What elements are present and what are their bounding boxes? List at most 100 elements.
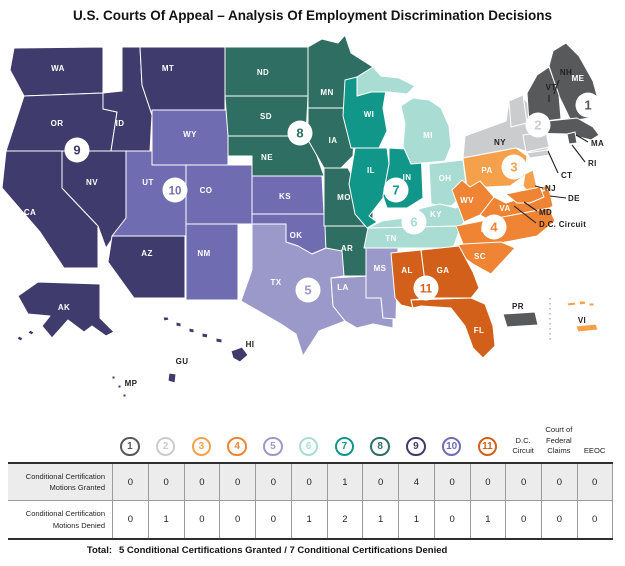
state-label-vi: VI [578, 316, 586, 325]
callout-line-d-c-circuit [513, 205, 537, 224]
state-label-ks: KS [279, 192, 291, 201]
cell-denied-col11: 1 [469, 501, 506, 538]
callout-label-vt: VT [546, 83, 557, 92]
cell-granted-col12: 0 [505, 464, 541, 501]
circuit-badge-number-5: 5 [304, 283, 311, 298]
column-header-3: 3 [184, 436, 220, 461]
state-label-wa: WA [51, 64, 65, 73]
state-pr [502, 311, 539, 328]
state-il [348, 147, 390, 229]
state-label-wv: WV [460, 196, 474, 205]
row-label-granted: Conditional Certification Motions Grante… [8, 464, 112, 501]
state-label-mi: MI [423, 131, 433, 140]
state-gu [167, 372, 177, 384]
cell-granted-col14: 0 [576, 464, 613, 501]
callout-line-nj [534, 185, 544, 189]
circuit-badge-3 [501, 154, 527, 180]
state-label-tx: TX [270, 278, 281, 287]
state-vi [566, 301, 577, 307]
circuit-badge-9 [64, 137, 90, 163]
circuit-header-circle-2: 2 [155, 436, 176, 456]
state-label-hi: HI [246, 340, 255, 349]
state-label-sd: SD [260, 112, 272, 121]
state-label-az: AZ [141, 249, 152, 258]
cell-denied-col6: 1 [290, 501, 327, 538]
cell-granted-col3: 0 [183, 464, 220, 501]
state-label-id: ID [116, 119, 125, 128]
state-label-il: IL [367, 166, 375, 175]
state-label-mo: MO [337, 193, 351, 202]
circuit-header-circle-4: 4 [227, 436, 247, 456]
state-ak [17, 281, 115, 339]
state-label-nm: NM [197, 249, 210, 258]
callout-line-md [523, 201, 538, 212]
circuit-badge-10 [162, 177, 188, 203]
state-mi [400, 97, 452, 165]
state-ri [566, 131, 578, 145]
state-label-mn: MN [320, 88, 333, 97]
state-hi [215, 337, 223, 344]
cell-denied-col5: 0 [255, 501, 291, 538]
state-label-or: OR [51, 119, 64, 128]
state-label-co: CO [200, 186, 213, 195]
circuit-badge-number-1: 1 [584, 98, 591, 113]
circuit-badge-number-8: 8 [296, 126, 303, 141]
cell-granted-col5: 0 [255, 464, 291, 501]
circuit-badge-4 [481, 214, 507, 240]
cell-denied-col7: 2 [326, 501, 363, 538]
cell-granted-col1: 0 [112, 464, 148, 501]
state-hi [201, 332, 209, 339]
callout-line-ri [571, 144, 586, 163]
us-map: WA OR CA NV ID MT AZ AK HI GU MP WY UT CO NM KS OK ND SD NE… [1, 34, 604, 398]
cell-granted-col13: 0 [541, 464, 577, 501]
cell-granted-col11: 0 [469, 464, 506, 501]
column-header-4: 4 [219, 436, 255, 461]
circuit-header-circle-9: 9 [406, 436, 426, 456]
column-header-12: D.C. Circuit [505, 436, 541, 461]
state-label-va: VA [499, 204, 510, 213]
state-hi [230, 346, 249, 363]
circuit-header-circle-8: 8 [370, 436, 390, 456]
state-label-oh: OH [439, 174, 452, 183]
callout-line-de [549, 195, 567, 199]
row-label-denied: Conditional Certification Motions Denied [25, 509, 105, 530]
state-label-pa: PA [481, 166, 492, 175]
total-text: 5 Conditional Certifications Granted / 7… [119, 545, 448, 556]
state-label-ok: OK [290, 231, 303, 240]
callout-line-nh [553, 79, 560, 95]
state-label-mt: MT [162, 64, 174, 73]
cell-denied-col2: 1 [147, 501, 184, 538]
state-mp [117, 384, 122, 389]
circuit-badge-number-11: 11 [420, 284, 433, 296]
state-hi [175, 321, 182, 328]
cell-denied-col13: 0 [541, 501, 577, 538]
callout-label-ri: RI [588, 159, 597, 168]
state-mt [139, 46, 226, 116]
state-label-ky: KY [430, 210, 442, 219]
circuit-header-circle-1: 1 [120, 436, 140, 456]
circuit-badge-1 [575, 92, 601, 118]
column-header-6: 6 [291, 436, 327, 461]
circuit-badge-number-9: 9 [73, 143, 80, 158]
state-label-me: ME [572, 74, 585, 83]
cell-denied-col4: 0 [219, 501, 255, 538]
state-label-ak: AK [58, 303, 70, 312]
column-header-7: 7 [327, 436, 363, 461]
cell-granted-col10: 0 [433, 464, 470, 501]
callout-line-ma [575, 134, 589, 143]
page-title: U.S. Courts Of Appeal – Analysis Of Empl… [72, 8, 553, 23]
circuit-badge-2 [525, 112, 551, 138]
circuit-badge-number-7: 7 [392, 183, 399, 198]
state-label-ca: CA [24, 208, 36, 217]
state-co [185, 164, 253, 225]
cell-granted-col9: 4 [398, 464, 434, 501]
circuit-badge-number-2: 2 [534, 118, 541, 133]
circuit-header-circle-10: 10 [441, 436, 462, 456]
state-wv [451, 179, 495, 223]
circuit-header-circle-5: 5 [263, 436, 283, 456]
column-header-2: 2 [148, 436, 184, 461]
circuit-badge-11 [413, 275, 439, 301]
state-mp [111, 375, 116, 380]
column-header-9: 9 [398, 436, 434, 461]
state-vi [575, 323, 599, 333]
